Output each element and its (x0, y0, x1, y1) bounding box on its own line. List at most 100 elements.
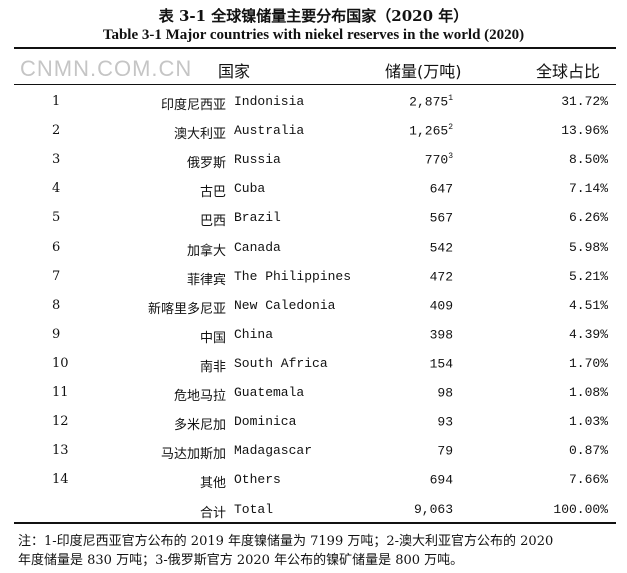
table-row: 8 新喀里多尼亚 New Caledonia 409 4.51% (0, 298, 627, 320)
share-value: 13.96% (561, 123, 608, 139)
row-index: 8 (52, 297, 61, 313)
reserves-number: 647 (429, 181, 453, 197)
country-cn: 菲律宾 (186, 272, 226, 288)
footnote-mark: 2 (448, 123, 453, 133)
row-index: 14 (52, 472, 69, 488)
note-line-1: 注：1-印度尼西亚官方公布的 2019 年度镍储量为 7199 万吨；2-澳大利… (18, 534, 554, 549)
reserves-value: 647 (429, 181, 453, 197)
row-index: 1 (52, 94, 61, 109)
table-row: 13 马达加斯加 Madagascar 79 0.87% (0, 443, 627, 465)
row-index: 3 (52, 152, 61, 168)
country-cn: 马达加斯加 (160, 447, 226, 463)
country-en: New Caledonia (234, 297, 336, 313)
reserves-number: 154 (429, 356, 453, 372)
table-row: 14 其他 Others 694 7.66% (0, 472, 627, 494)
share-value: 4.51% (568, 297, 608, 313)
country-en: China (234, 326, 274, 342)
country-cn: 加拿大 (186, 243, 226, 259)
total-reserves: 9,063 (413, 502, 453, 517)
share-value: 7.66% (568, 472, 608, 488)
share-value: 1.70% (568, 355, 608, 371)
row-index: 9 (52, 326, 61, 342)
country-cn: 危地马拉 (173, 389, 226, 404)
row-index: 10 (52, 355, 69, 371)
country-en: Dominica (234, 414, 297, 430)
share-value: 5.21% (568, 268, 608, 284)
table-row: 12 多米尼加 Dominica 93 1.03% (0, 414, 627, 436)
reserves-value: 694 (429, 472, 453, 488)
country-en: Others (234, 472, 281, 488)
country-cn: 印度尼西亚 (160, 98, 226, 113)
country-en: Brazil (234, 210, 281, 226)
reserves-number: 472 (429, 268, 453, 284)
header-rule (14, 84, 616, 85)
watermark: CNMN.COM.CN (20, 56, 193, 81)
country-cn: 澳大利亚 (173, 127, 226, 143)
country-en: Canada (234, 239, 281, 255)
table-row: 2 澳大利亚 Australia 1,2652 13.96% (0, 123, 627, 145)
share-value: 5.98% (568, 239, 608, 255)
total-label-en: Total (234, 502, 274, 517)
reserves-number: 1,265 (409, 123, 449, 139)
share-value: 0.87% (568, 443, 608, 459)
country-cn: 中国 (199, 330, 226, 346)
reserves-number: 770 (424, 152, 449, 168)
table-row: 10 南非 South Africa 154 1.70% (0, 356, 627, 378)
reserves-number: 79 (437, 443, 453, 459)
share-value: 1.08% (568, 385, 608, 400)
reserves-number: 2,875 (409, 94, 449, 110)
total-label-cn: 合计 (199, 506, 226, 521)
country-en: Guatemala (234, 385, 305, 400)
bottom-rule (14, 522, 616, 524)
share-value: 1.03% (568, 414, 608, 430)
row-index: 7 (52, 268, 61, 284)
reserves-value: 1,2652 (409, 123, 453, 138)
table-title-cn: 表 3-1 全球镍储量主要分布国家（2020 年） (158, 7, 469, 25)
share-value: 4.39% (568, 326, 608, 342)
row-index: 12 (52, 414, 69, 430)
header-country: 国家 (218, 62, 251, 81)
share-value: 31.72% (561, 94, 608, 109)
reserves-value: 93 (437, 414, 453, 429)
country-cn: 多米尼加 (173, 418, 226, 434)
reserves-number: 567 (429, 210, 453, 226)
share-value: 7.14% (568, 181, 608, 197)
header-reserves: 储量(万吨) (385, 62, 462, 81)
table-title-en: Table 3-1 Major countries with niekel re… (102, 27, 525, 43)
country-en: Madagascar (234, 443, 313, 459)
table-row: 4 古巴 Cuba 647 7.14% (0, 181, 627, 203)
reserves-value: 409 (430, 298, 453, 313)
reserves-value: 154 (430, 356, 453, 371)
row-index: 6 (52, 239, 61, 255)
row-index: 5 (52, 210, 61, 226)
country-cn: 俄罗斯 (186, 156, 226, 172)
table-row: 11 危地马拉 Guatemala 98 1.08% (0, 385, 627, 407)
reserves-value: 98 (437, 385, 453, 400)
reserves-value: 472 (430, 269, 453, 284)
country-en: Cuba (234, 181, 266, 197)
reserves-value: 398 (430, 327, 453, 342)
reserves-number: 93 (437, 414, 453, 430)
footnote-mark: 1 (448, 94, 453, 103)
country-en: Australia (234, 123, 305, 139)
row-index: 2 (52, 123, 61, 139)
reserves-number: 542 (429, 239, 453, 255)
table-row: 6 加拿大 Canada 542 5.98% (0, 240, 627, 262)
top-rule (14, 47, 616, 49)
country-en: Russia (234, 152, 281, 168)
reserves-value: 542 (430, 240, 453, 255)
country-cn: 古巴 (199, 185, 226, 201)
table-row: 3 俄罗斯 Russia 7703 8.50% (0, 152, 627, 174)
table-row: 9 中国 China 398 4.39% (0, 327, 627, 349)
reserves-number: 694 (429, 472, 453, 488)
country-cn: 新喀里多尼亚 (147, 301, 226, 317)
reserves-value: 7703 (425, 152, 453, 167)
country-en: The Philippines (234, 268, 352, 284)
country-cn: 巴西 (199, 214, 226, 230)
table-row: 1 印度尼西亚 Indonisia 2,8751 31.72% (0, 94, 627, 116)
table-row: 5 巴西 Brazil 567 6.26% (0, 210, 627, 232)
table-row: 7 菲律宾 The Philippines 472 5.21% (0, 269, 627, 291)
total-share: 100.00% (553, 502, 608, 517)
reserves-number: 98 (437, 385, 453, 401)
row-index: 11 (52, 385, 69, 400)
